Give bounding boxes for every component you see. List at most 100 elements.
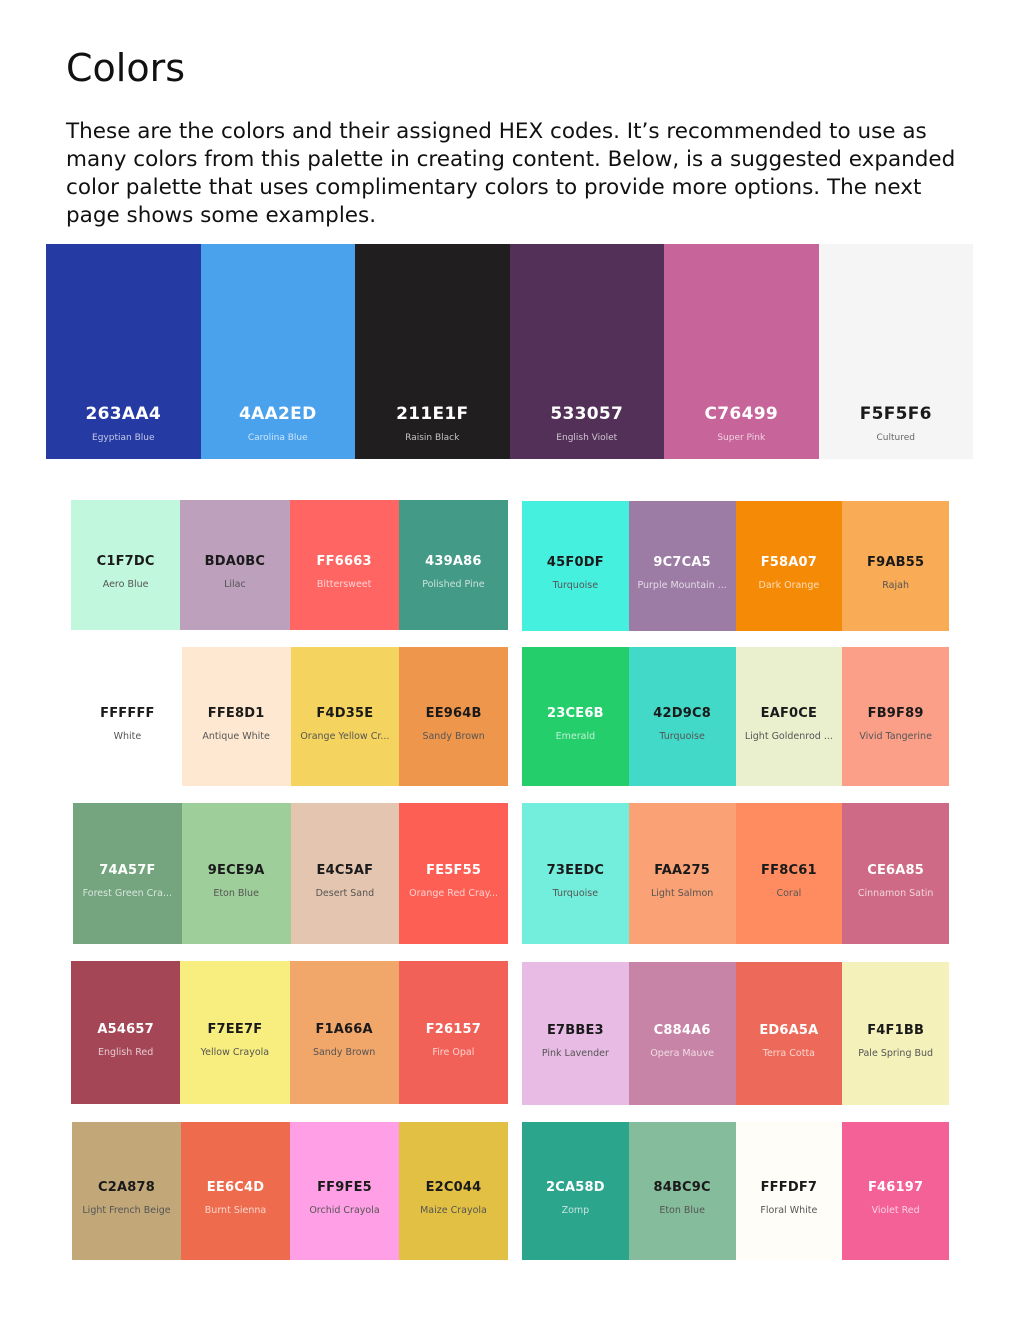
color-name: Rajah xyxy=(882,580,909,591)
hex-code: FF9FE5 xyxy=(317,1180,372,1195)
hex-code: FFFFFF xyxy=(100,705,155,721)
hex-code: FAA275 xyxy=(654,862,711,878)
color-name: Pink Lavender xyxy=(541,1047,609,1059)
hex-code: ED6A5A xyxy=(759,1022,819,1038)
color-name: Desert Sand xyxy=(315,887,375,899)
color-swatch: EE964B Sandy Brown xyxy=(399,647,508,786)
color-name: Light Salmon xyxy=(650,887,714,899)
hex-code: 23CE6B xyxy=(547,705,604,721)
color-swatch: E4C5AF Desert Sand xyxy=(290,803,400,944)
color-name: Fire Opal xyxy=(432,1046,475,1058)
main-swatch: C76499 Super Pink xyxy=(664,244,819,459)
main-swatch: 263AA4 Egyptian Blue xyxy=(46,244,201,459)
color-name: Aero Blue xyxy=(102,579,149,590)
color-swatch: CE6A85 Cinnamon Satin xyxy=(842,803,949,944)
color-swatch: 9C7CA5 Purple Mountain ... xyxy=(628,501,736,631)
color-name: Polished Pine xyxy=(422,579,485,590)
hex-code: 4AA2ED xyxy=(239,404,317,424)
hex-code: 2CA58D xyxy=(546,1180,605,1195)
color-name: Lilac xyxy=(224,579,246,590)
hex-code: C1F7DC xyxy=(96,554,155,569)
color-name: Light Goldenrod ... xyxy=(744,730,833,742)
color-swatch: C884A6 Opera Mauve xyxy=(628,962,736,1105)
color-swatch: FAA275 Light Salmon xyxy=(628,803,736,944)
hex-code: F46197 xyxy=(867,1180,924,1195)
hex-code: EE6C4D xyxy=(206,1180,265,1195)
color-swatch: FFE8D1 Antique White xyxy=(181,647,291,786)
color-swatch: BDA0BC Lilac xyxy=(180,500,290,630)
hex-code: FE5F55 xyxy=(426,862,482,878)
color-swatch: FFFDF7 Floral White xyxy=(735,1122,843,1260)
color-name: English Violet xyxy=(556,433,618,443)
hex-code: 211E1F xyxy=(396,404,469,424)
color-name: Bittersweet xyxy=(316,579,372,590)
color-name: Orange Red Cray... xyxy=(409,887,499,899)
color-swatch: 23CE6B Emerald xyxy=(522,647,629,786)
color-name: Pale Spring Bud xyxy=(858,1047,934,1059)
hex-code: 439A86 xyxy=(425,554,482,569)
color-name: Burnt Sienna xyxy=(204,1205,267,1216)
color-name: Terra Cotta xyxy=(762,1047,815,1059)
hex-code: F9AB55 xyxy=(867,555,925,570)
color-name: Violet Red xyxy=(871,1205,920,1216)
left-palette-row: C2A878 Light French Beige EE6C4D Burnt Sien… xyxy=(72,1122,508,1260)
color-swatch: E7BBE3 Pink Lavender xyxy=(522,962,629,1105)
color-name: Turquoise xyxy=(659,730,705,742)
color-name: White xyxy=(113,730,142,742)
color-swatch: F9AB55 Rajah xyxy=(842,501,949,631)
color-swatch: C2A878 Light French Beige xyxy=(72,1122,181,1260)
color-swatch: F7EE7F Yellow Crayola xyxy=(180,961,290,1104)
hex-code: FFFDF7 xyxy=(760,1180,818,1195)
color-swatch: F46197 Violet Red xyxy=(842,1122,949,1260)
right-palette-row: E7BBE3 Pink Lavender C884A6 Opera Mauve ED6A… xyxy=(522,962,949,1105)
color-swatch: FB9F89 Vivid Tangerine xyxy=(842,647,949,786)
left-palette-row: 74A57F Forest Green Cra... 9ECE9A Eton Blue… xyxy=(73,803,508,944)
hex-code: FF6663 xyxy=(316,554,372,569)
hex-code: 84BC9C xyxy=(653,1180,711,1195)
color-name: Egyptian Blue xyxy=(92,433,155,443)
color-swatch: C1F7DC Aero Blue xyxy=(71,500,181,630)
left-palette-row: FFFFFF White FFE8D1 Antique White F4D35E Oran… xyxy=(73,647,508,786)
color-swatch: F1A66A Sandy Brown xyxy=(289,961,399,1104)
right-palette-row: 45F0DF Turquoise 9C7CA5 Purple Mountain ...… xyxy=(522,501,949,631)
page-title: Colors xyxy=(66,46,186,90)
hex-code: 9ECE9A xyxy=(207,862,265,878)
color-name: Orchid Crayola xyxy=(309,1205,380,1216)
color-swatch: A54657 English Red xyxy=(71,961,181,1104)
hex-code: F58A07 xyxy=(760,555,818,570)
color-name: Light French Beige xyxy=(82,1205,171,1216)
color-name: Vivid Tangerine xyxy=(859,730,932,742)
color-name: Cultured xyxy=(876,433,915,443)
color-name: Carolina Blue xyxy=(247,433,308,443)
color-swatch: FFFFFF White xyxy=(73,647,182,786)
color-name: Purple Mountain ... xyxy=(637,580,727,591)
hex-code: C884A6 xyxy=(653,1022,711,1038)
right-palette-row: 73EEDC Turquoise FAA275 Light Salmon FF8C61 C… xyxy=(522,803,949,944)
color-name: Orange Yellow Cr... xyxy=(300,730,390,742)
hex-code: C76499 xyxy=(704,404,778,424)
main-swatch: 211E1F Raisin Black xyxy=(355,244,510,459)
color-name: Yellow Crayola xyxy=(200,1046,270,1058)
color-swatch: EAF0CE Light Goldenrod ... xyxy=(735,647,843,786)
color-swatch: 84BC9C Eton Blue xyxy=(628,1122,736,1260)
hex-code: FB9F89 xyxy=(867,705,924,721)
color-name: Dark Orange xyxy=(758,580,820,591)
hex-code: F1A66A xyxy=(315,1021,373,1037)
color-swatch: F58A07 Dark Orange xyxy=(735,501,843,631)
color-name: Emerald xyxy=(555,730,596,742)
hex-code: A54657 xyxy=(97,1021,154,1037)
color-swatch: ED6A5A Terra Cotta xyxy=(735,962,843,1105)
color-swatch: FF6663 Bittersweet xyxy=(289,500,399,630)
color-name: Turquoise xyxy=(552,887,599,899)
left-palette-row: A54657 English Red F7EE7F Yellow Crayola F1A… xyxy=(71,961,508,1104)
color-swatch: 9ECE9A Eton Blue xyxy=(181,803,291,944)
hex-code: F4F1BB xyxy=(867,1022,925,1038)
hex-code: 9C7CA5 xyxy=(653,555,711,570)
hex-code: F7EE7F xyxy=(207,1021,263,1037)
hex-code: F5F5F6 xyxy=(859,404,932,424)
main-palette: 263AA4 Egyptian Blue 4AA2ED Carolina Blue 21… xyxy=(46,244,973,459)
color-swatch: E2C044 Maize Crayola xyxy=(399,1122,508,1260)
left-palette-row: C1F7DC Aero Blue BDA0BC Lilac FF6663 Bittersw… xyxy=(71,500,508,630)
color-name: Cinnamon Satin xyxy=(857,887,934,899)
color-swatch: FE5F55 Orange Red Cray... xyxy=(399,803,508,944)
